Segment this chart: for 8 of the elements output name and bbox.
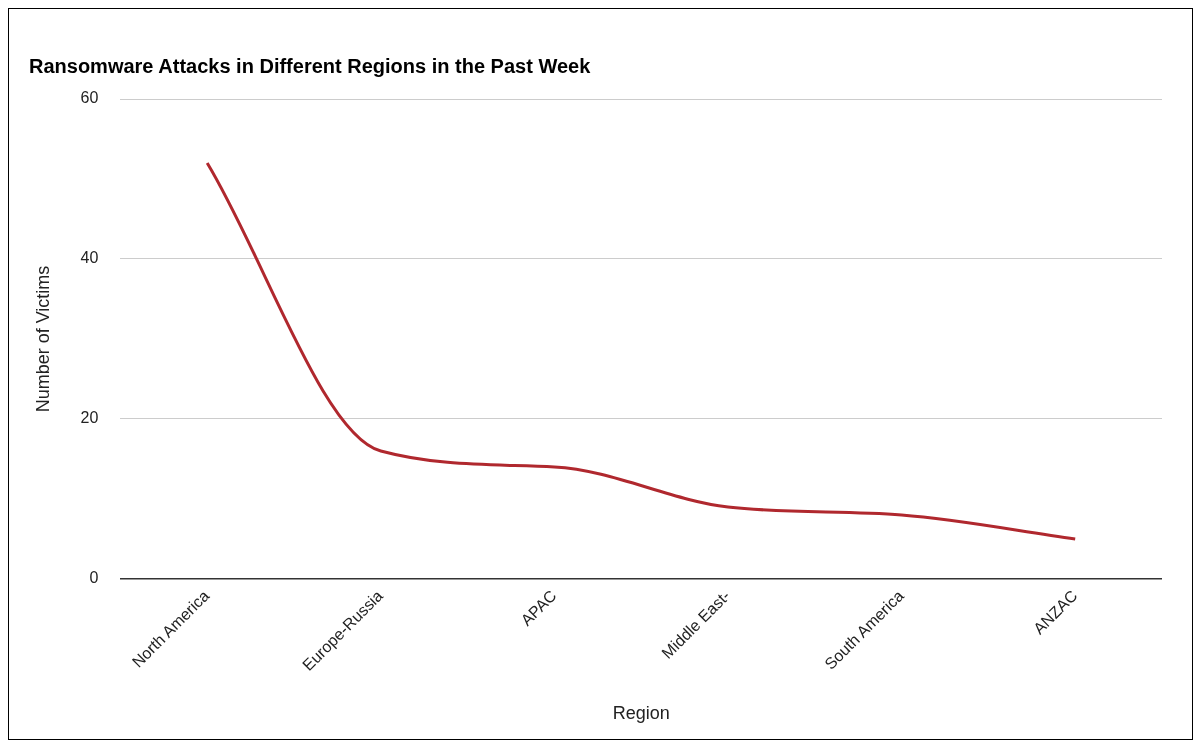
line-series [205, 161, 1077, 541]
y-tick-label: 40 [80, 249, 99, 267]
y-axis-title: Number of Victims [32, 265, 53, 413]
y-tick-label: 60 [80, 89, 99, 107]
y-tick-label: 0 [89, 569, 99, 587]
chart-title: Ransomware Attacks in Different Regions in the Past Week [29, 54, 592, 77]
x-axis-title: Region [612, 703, 670, 724]
y-tick-label: 20 [80, 409, 99, 427]
